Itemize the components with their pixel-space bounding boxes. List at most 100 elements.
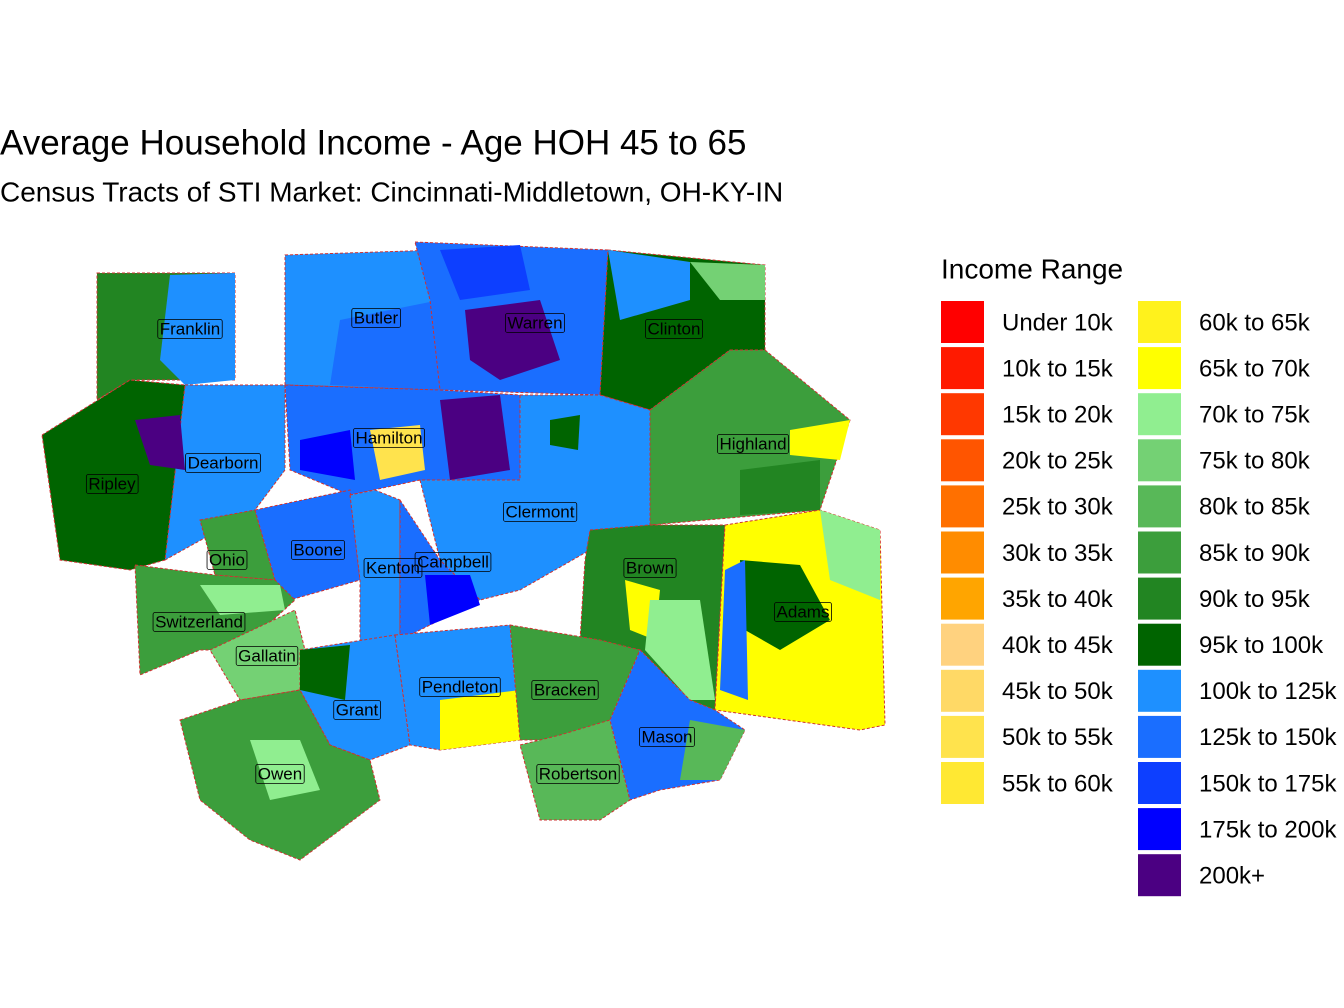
legend-label: 95k to 100k bbox=[1199, 632, 1324, 659]
label-box bbox=[206, 550, 248, 570]
label-box bbox=[645, 319, 703, 339]
county-name: Boone bbox=[293, 540, 342, 559]
county-name: Clermont bbox=[506, 502, 575, 521]
tract-area bbox=[608, 250, 690, 320]
county-name: Gallatin bbox=[238, 646, 296, 665]
county-label: Switzerland bbox=[152, 612, 246, 632]
county-label: Dearborn bbox=[185, 453, 261, 473]
tract-area bbox=[465, 300, 560, 380]
county-name: Dearborn bbox=[188, 453, 259, 472]
legend-swatch bbox=[941, 301, 984, 343]
tract-area bbox=[790, 420, 850, 460]
county-label: Mason bbox=[639, 727, 695, 747]
legend-label: 50k to 55k bbox=[1002, 724, 1114, 751]
county-name: Franklin bbox=[160, 319, 220, 338]
legend-swatch bbox=[1138, 485, 1181, 528]
tract-area bbox=[370, 425, 425, 480]
legend-swatch bbox=[1138, 623, 1181, 666]
tract-area bbox=[300, 645, 350, 700]
legend-label: 65k to 70k bbox=[1199, 355, 1311, 382]
legend-swatch bbox=[1138, 669, 1181, 712]
legend-swatch bbox=[941, 531, 984, 574]
label-box bbox=[531, 680, 599, 700]
label-box bbox=[774, 602, 832, 622]
legend-swatch bbox=[1138, 808, 1181, 851]
county-label: Franklin bbox=[157, 319, 223, 339]
tract-area bbox=[645, 600, 715, 700]
county-name: Ohio bbox=[209, 550, 245, 569]
label-box bbox=[536, 764, 620, 784]
legend-label: 175k to 200k bbox=[1199, 816, 1337, 843]
county-label: Ripley bbox=[85, 474, 139, 494]
county-name: Warren bbox=[507, 313, 562, 332]
county-name: Adams bbox=[777, 602, 830, 621]
legend-swatch bbox=[1138, 577, 1181, 620]
county-name: Mason bbox=[641, 727, 692, 746]
county-label: Adams bbox=[774, 602, 832, 622]
county-label: Pendleton bbox=[419, 677, 501, 697]
county-name: Pendleton bbox=[422, 677, 499, 696]
label-box bbox=[503, 502, 578, 522]
legend-swatch bbox=[1138, 347, 1181, 390]
legend-swatch bbox=[1138, 393, 1181, 436]
tract-area bbox=[680, 720, 745, 780]
legend-label: 60k to 65k bbox=[1199, 309, 1311, 336]
legend-label: 55k to 60k bbox=[1002, 770, 1114, 797]
label-box bbox=[255, 764, 305, 784]
legend-label: Under 10k bbox=[1002, 309, 1114, 336]
county-label: Brown bbox=[623, 558, 677, 578]
legend-swatch bbox=[941, 439, 984, 482]
label-box bbox=[85, 474, 139, 494]
label-box bbox=[291, 540, 345, 560]
county-name: Hamilton bbox=[355, 428, 422, 447]
county-label: Clinton bbox=[645, 319, 703, 339]
tract-area bbox=[135, 415, 185, 470]
label-box bbox=[639, 727, 695, 747]
county-label: Clermont bbox=[503, 502, 578, 522]
legend-label: 85k to 90k bbox=[1199, 540, 1311, 567]
legend-label: 90k to 95k bbox=[1199, 586, 1311, 613]
county-name: Ripley bbox=[88, 474, 136, 493]
label-box bbox=[333, 700, 381, 720]
legend-swatch bbox=[941, 485, 984, 528]
label-box bbox=[419, 677, 501, 697]
label-box bbox=[185, 453, 261, 473]
legend-label: 30k to 35k bbox=[1002, 540, 1114, 567]
county-area bbox=[254, 489, 361, 601]
tract-area bbox=[690, 262, 765, 300]
county-name: Highland bbox=[719, 434, 786, 453]
county-label: Grant bbox=[333, 700, 381, 720]
county-label: Butler bbox=[351, 308, 401, 328]
legend-label: 20k to 25k bbox=[1002, 448, 1114, 475]
legend-title: Income Range bbox=[941, 253, 1123, 284]
county-area bbox=[199, 509, 276, 581]
county-name: Brown bbox=[626, 558, 674, 577]
county-label: Hamilton bbox=[353, 428, 425, 448]
legend-swatch bbox=[1138, 715, 1181, 758]
county-name: Kenton bbox=[366, 558, 420, 577]
label-box bbox=[414, 552, 492, 572]
county-name: Switzerland bbox=[155, 612, 243, 631]
label-box bbox=[353, 428, 425, 448]
label-box bbox=[157, 319, 223, 339]
legend-label: 10k to 15k bbox=[1002, 355, 1114, 382]
county-name: Campbell bbox=[417, 552, 489, 571]
label-box bbox=[235, 646, 299, 666]
legend-swatch bbox=[941, 577, 984, 620]
county-labels: Franklin Butler Warren Clinton Hamilton Highl… bbox=[85, 308, 832, 784]
county-name: Bracken bbox=[534, 680, 596, 699]
legend-swatch bbox=[941, 715, 984, 758]
legend-swatch bbox=[941, 669, 984, 712]
legend: Income Range Under 10k 10k to 15k 15k to 2… bbox=[941, 253, 1337, 897]
tract-area bbox=[720, 560, 748, 700]
legend-label: 70k to 75k bbox=[1199, 402, 1311, 429]
county-label: Owen bbox=[255, 764, 305, 784]
subtitle: Census Tracts of STI Market: Cincinnati-… bbox=[0, 176, 783, 207]
legend-swatch bbox=[1138, 854, 1181, 897]
legend-swatch bbox=[941, 762, 984, 804]
county-label: Highland bbox=[717, 434, 789, 454]
label-box bbox=[152, 612, 246, 632]
legend-swatch bbox=[1138, 301, 1181, 343]
tract-area bbox=[440, 395, 510, 480]
